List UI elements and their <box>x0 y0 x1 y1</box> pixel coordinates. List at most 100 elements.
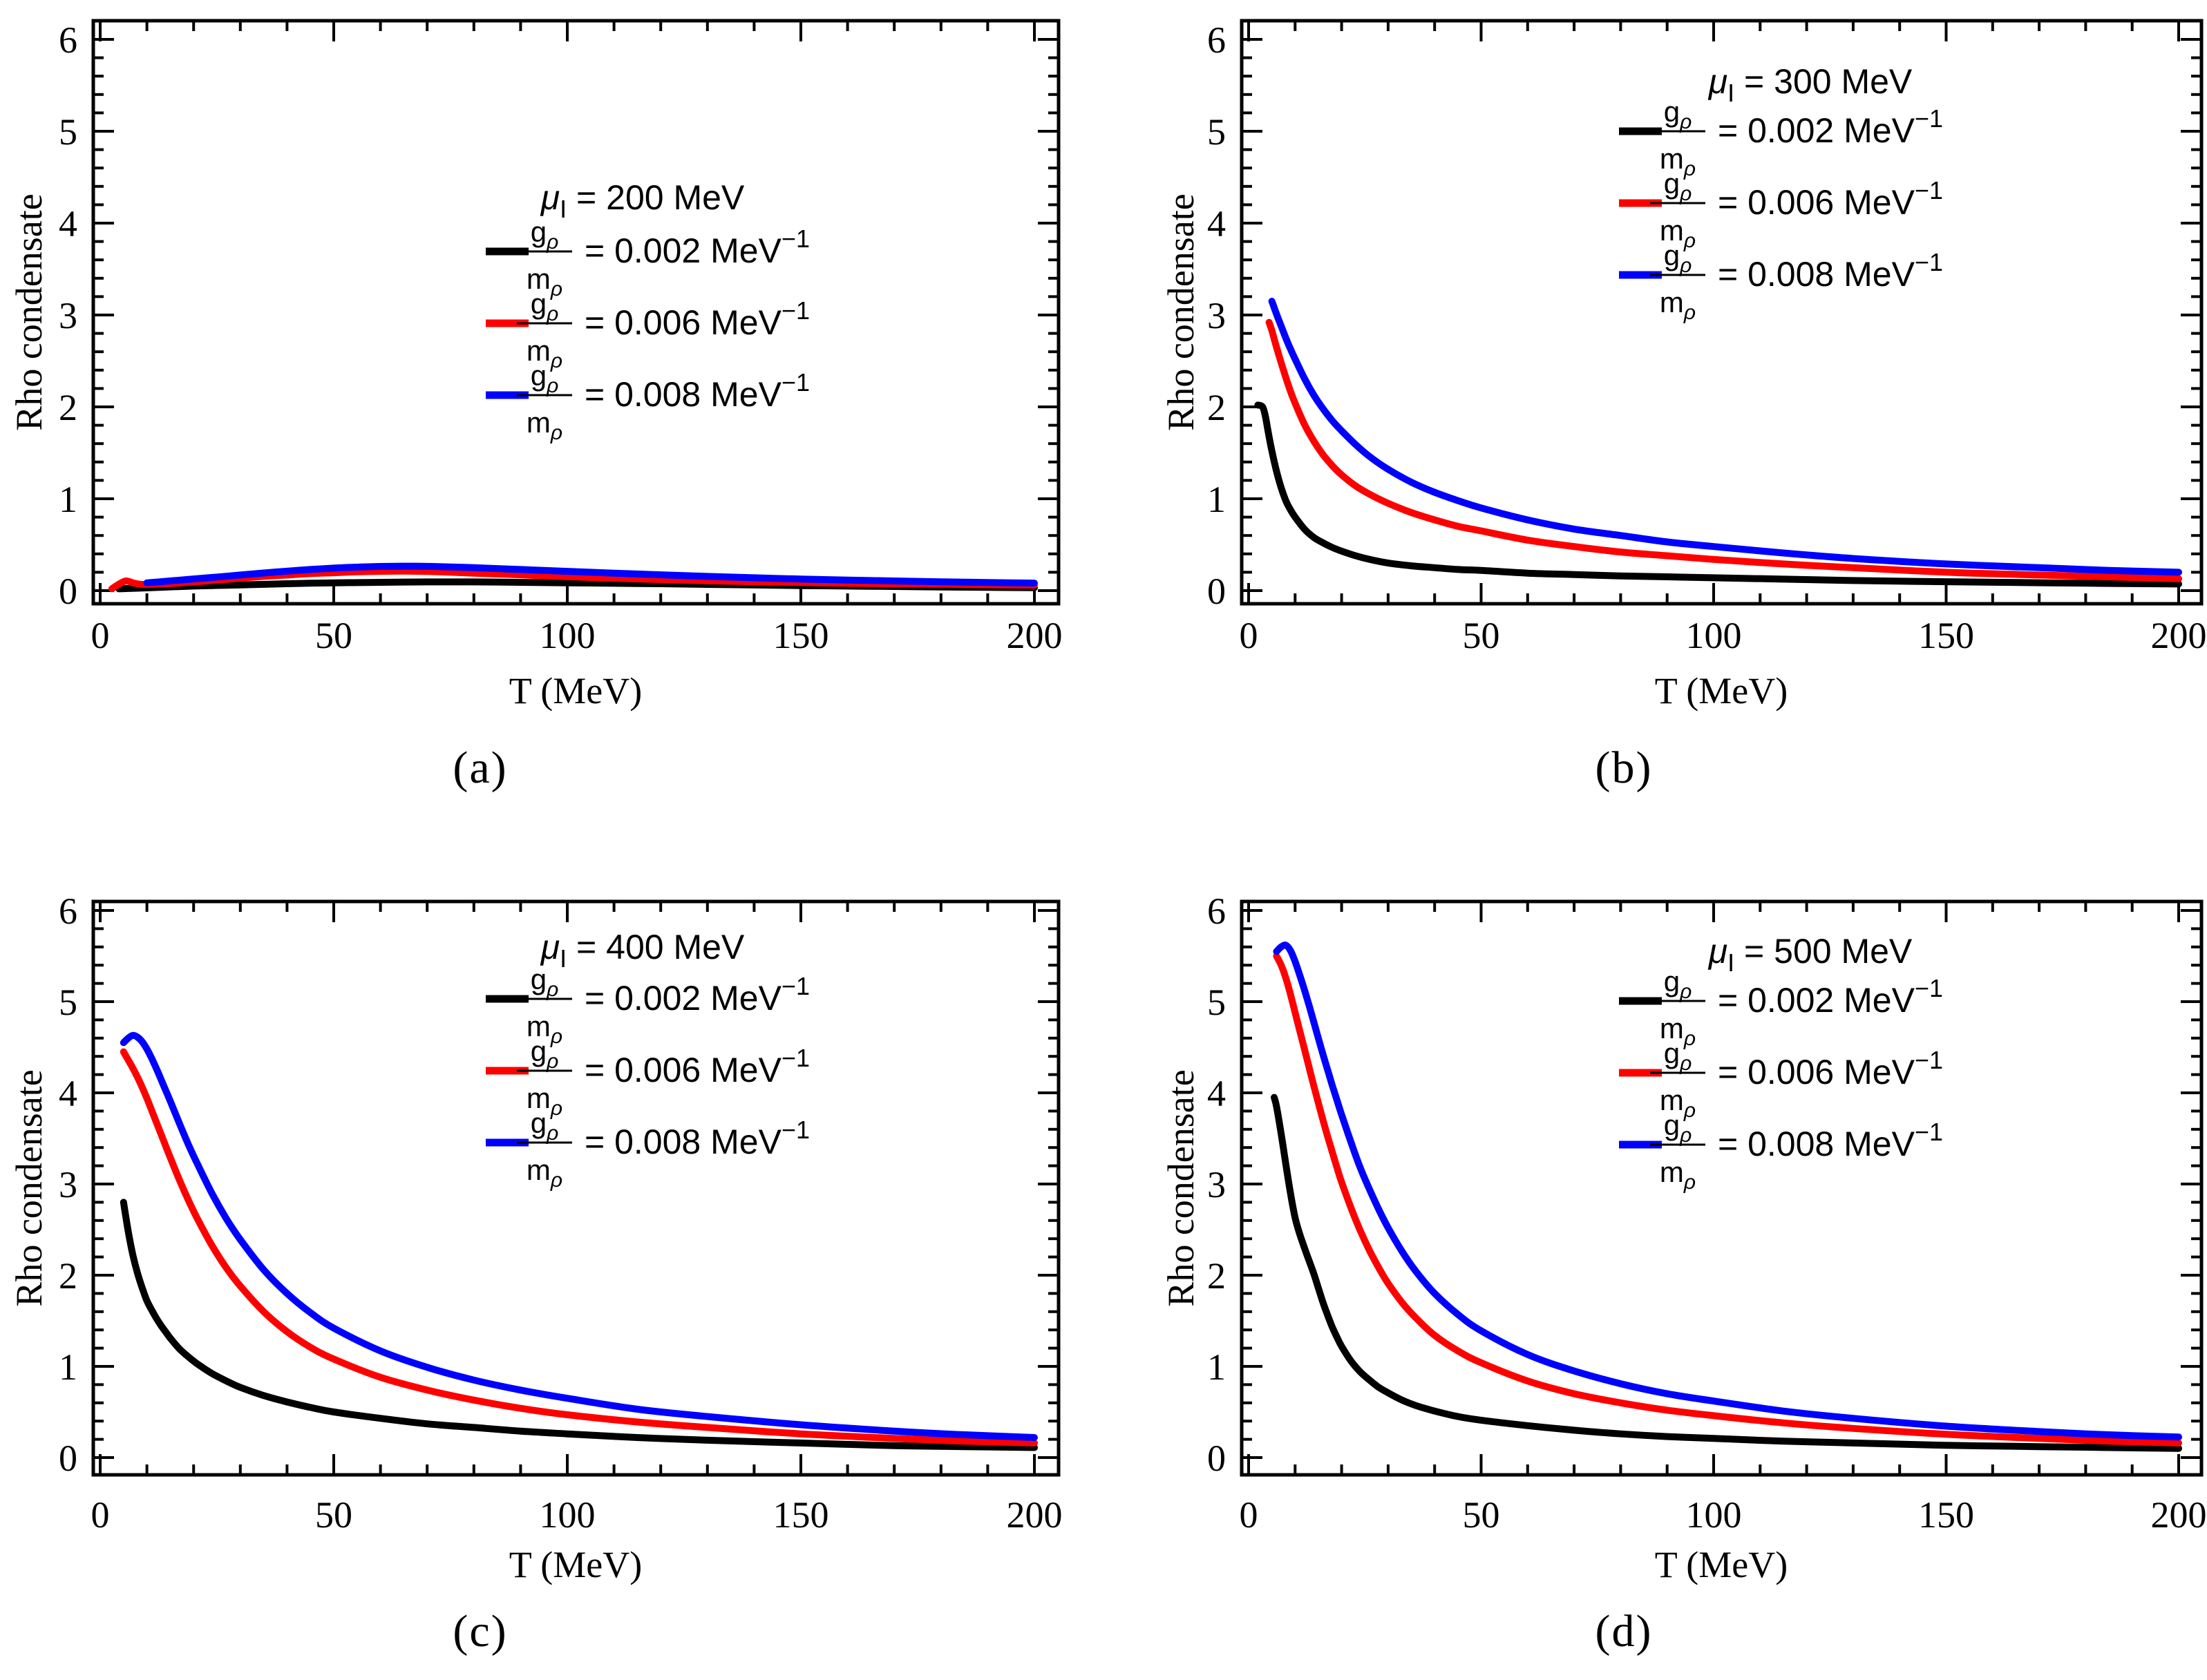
legend-title: μI = 400 MeV <box>540 928 745 973</box>
legend-fraction-numerator: gρ <box>1664 95 1692 133</box>
y-tick-label: 6 <box>59 19 77 61</box>
y-tick-label: 1 <box>59 1346 77 1388</box>
axes-frame <box>1240 19 2204 606</box>
tick-labels: 0 50 100 150 200 0 1 2 3 4 5 6 <box>1207 890 2207 1536</box>
y-tick-label: 4 <box>59 203 77 245</box>
plot-frame <box>1240 19 2204 606</box>
axis-ticks <box>93 21 1059 604</box>
y-tick-label: 6 <box>1207 19 1226 61</box>
x-tick-label: 200 <box>1007 615 1063 656</box>
y-axis-label: Rho condensate <box>8 1069 50 1307</box>
legend-fraction-denominator: mρ <box>527 1154 562 1192</box>
y-tick-label: 4 <box>1207 1073 1226 1114</box>
axes-frame <box>91 899 1061 1477</box>
x-axis-label: T (MeV) <box>1654 1544 1788 1585</box>
y-tick-label: 0 <box>59 571 77 612</box>
x-axis-label: T (MeV) <box>509 1544 643 1585</box>
x-tick-label: 50 <box>315 1494 352 1536</box>
y-tick-label: 5 <box>1207 111 1226 153</box>
subfigure-label-d: (d) <box>1595 1606 1653 1657</box>
legend-value: = 0.006 MeV−1 <box>1718 176 1943 222</box>
legend-fraction-denominator: mρ <box>527 406 562 444</box>
legend-value: = 0.002 MeV−1 <box>1718 974 1943 1020</box>
y-tick-label: 2 <box>59 1255 77 1297</box>
x-tick-label: 200 <box>2151 615 2207 656</box>
series-curves <box>1271 941 2182 1452</box>
y-tick-label: 1 <box>1207 479 1226 520</box>
x-tick-label: 50 <box>1463 615 1500 656</box>
legend-title: μI = 200 MeV <box>540 178 745 223</box>
x-tick-label: 0 <box>1240 1494 1258 1536</box>
y-tick-label: 4 <box>59 1073 77 1114</box>
y-tick-label: 3 <box>59 1164 77 1205</box>
y-tick-label: 6 <box>1207 890 1226 932</box>
x-axis-label: T (MeV) <box>1654 670 1788 712</box>
x-tick-label: 150 <box>773 1494 829 1536</box>
x-tick-label: 100 <box>1686 615 1742 656</box>
legend-value: = 0.002 MeV−1 <box>1718 104 1943 150</box>
y-tick-label: 4 <box>1207 203 1226 245</box>
curve-red <box>1273 953 2182 1447</box>
x-tick-label: 100 <box>540 1494 596 1536</box>
legend-value: = 0.008 MeV−1 <box>585 368 810 414</box>
tick-labels: 0 50 100 150 200 0 1 2 3 4 5 6 <box>59 890 1063 1536</box>
y-axis-label: Rho condensate <box>1160 193 1202 431</box>
panel-b: 0 50 100 150 200 0 1 2 3 4 5 6 μI = 300 MeV gρ mρ = 0.0… <box>1104 0 2207 840</box>
y-tick-label: 0 <box>1207 1438 1226 1479</box>
legend-title: μI = 300 MeV <box>1707 62 1913 107</box>
tick-labels: 0 50 100 150 200 0 1 2 3 4 5 6 <box>59 19 1063 656</box>
y-tick-label: 2 <box>1207 1255 1226 1297</box>
subfigure-label-a: (a) <box>453 743 508 793</box>
legend-fraction-numerator: gρ <box>531 963 559 1001</box>
y-tick-label: 5 <box>1207 982 1226 1023</box>
legend-value: = 0.002 MeV−1 <box>585 972 810 1018</box>
curve-red <box>120 1048 1038 1447</box>
x-tick-label: 150 <box>1918 615 1974 656</box>
y-tick-label: 3 <box>1207 295 1226 336</box>
axes-frame <box>91 19 1061 606</box>
y-tick-label: 1 <box>1207 1346 1226 1388</box>
x-tick-label: 50 <box>1463 1494 1500 1536</box>
subfigure-label-b: (b) <box>1595 743 1653 793</box>
x-tick-label: 150 <box>773 615 829 656</box>
legend-fraction-denominator: mρ <box>1660 286 1696 324</box>
x-tick-label: 100 <box>1686 1494 1742 1536</box>
y-tick-label: 0 <box>1207 571 1226 612</box>
plot-frame <box>1240 899 2204 1477</box>
legend-fraction-numerator: gρ <box>1664 965 1692 1003</box>
legend-fraction-numerator: gρ <box>531 216 559 254</box>
plot-frame <box>91 899 1061 1477</box>
legend-title: μI = 500 MeV <box>1707 932 1913 977</box>
y-tick-label: 0 <box>59 1438 77 1479</box>
plot-frame <box>91 19 1061 606</box>
legend-value: = 0.002 MeV−1 <box>585 225 810 270</box>
tick-labels: 0 50 100 150 200 0 1 2 3 4 5 6 <box>1207 19 2207 656</box>
curve-black <box>120 1199 1038 1451</box>
panel-c: 0 50 100 150 200 0 1 2 3 4 5 6 μI = 400 MeV gρ mρ = 0.0… <box>0 840 1104 1680</box>
y-tick-label: 2 <box>1207 387 1226 428</box>
y-tick-label: 1 <box>59 479 77 520</box>
subfigure-label-c: (c) <box>453 1606 508 1657</box>
y-axis-label: Rho condensate <box>1160 1069 1202 1307</box>
x-tick-label: 100 <box>540 615 596 656</box>
panel-a: 0 50 100 150 200 0 1 2 3 4 5 6 μI = 200 MeV gρ mρ = 0.0… <box>0 0 1104 840</box>
y-tick-label: 5 <box>59 982 77 1023</box>
series-curves <box>120 1031 1038 1451</box>
axis-ticks <box>1242 21 2201 604</box>
x-tick-label: 0 <box>91 615 110 656</box>
axis-ticks <box>93 901 1059 1475</box>
